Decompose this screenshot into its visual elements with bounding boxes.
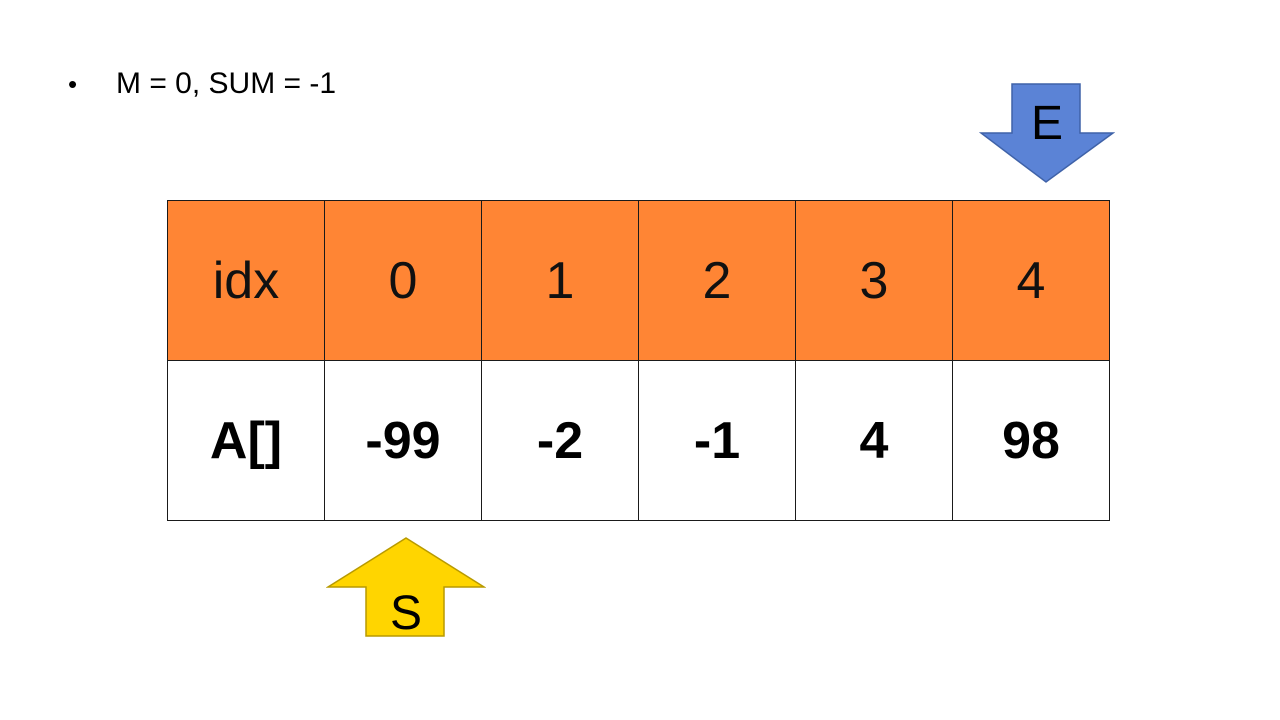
header-cell-index: 2 (638, 200, 796, 361)
value-cell: -99 (324, 360, 482, 521)
value-cell: 98 (952, 360, 1110, 521)
array-table: idx 0 1 2 3 4 A[] -99 -2 -1 4 98 (167, 200, 1110, 521)
header-cell-index: 3 (795, 200, 953, 361)
bullet-text: M = 0, SUM = -1 (116, 67, 337, 100)
end-pointer-label: E (1031, 97, 1064, 150)
header-cell-label: idx (167, 200, 325, 361)
start-pointer-arrow: S (326, 536, 486, 638)
value-row: A[] -99 -2 -1 4 98 (167, 360, 1110, 521)
index-row: idx 0 1 2 3 4 (167, 200, 1110, 361)
start-pointer-label: S (390, 587, 423, 640)
value-cell: 4 (795, 360, 953, 521)
value-cell: -2 (481, 360, 639, 521)
header-cell-index: 1 (481, 200, 639, 361)
value-cell-label: A[] (167, 360, 325, 521)
up-arrow-icon (326, 537, 486, 637)
bullet-line: • M = 0, SUM = -1 (68, 64, 336, 104)
header-cell-index: 4 (952, 200, 1110, 361)
down-arrow-icon (979, 83, 1115, 183)
value-cell: -1 (638, 360, 796, 521)
bullet-marker: • (68, 69, 78, 99)
end-pointer-arrow: E (979, 82, 1115, 184)
header-cell-index: 0 (324, 200, 482, 361)
